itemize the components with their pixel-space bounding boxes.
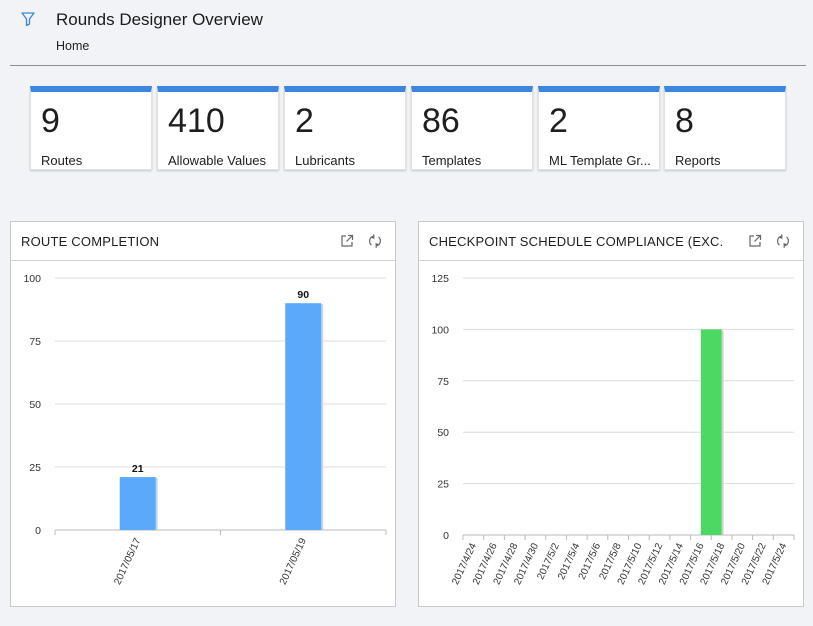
tile-templates[interactable]: 86 Templates bbox=[411, 86, 533, 170]
data-label: 21 bbox=[132, 463, 144, 475]
bar bbox=[119, 477, 156, 530]
checkpoint-compliance-chart: 02550751001252017/4/242017/4/262017/4/28… bbox=[431, 273, 795, 587]
bar bbox=[700, 329, 722, 535]
external-link-icon[interactable] bbox=[747, 233, 763, 249]
y-tick-label: 125 bbox=[431, 273, 449, 285]
y-tick-label: 75 bbox=[437, 376, 449, 388]
y-tick-label: 25 bbox=[437, 479, 449, 491]
card-header: ROUTE COMPLETION bbox=[11, 222, 395, 261]
tile-label: Templates bbox=[422, 153, 482, 168]
page-title: Rounds Designer Overview bbox=[56, 10, 263, 29]
card-header: CHECKPOINT SCHEDULE COMPLIANCE (EXC. bbox=[419, 222, 803, 261]
tile-reports[interactable]: 8 Reports bbox=[664, 86, 786, 170]
tile-value: 8 bbox=[675, 102, 694, 140]
tile-routes[interactable]: 9 Routes bbox=[30, 86, 152, 170]
tile-label: ML Template Gr... bbox=[549, 153, 651, 168]
y-tick-label: 0 bbox=[443, 530, 449, 542]
header-divider bbox=[10, 65, 806, 66]
tile-label: Routes bbox=[41, 153, 83, 168]
refresh-icon[interactable] bbox=[367, 233, 383, 249]
x-tick-label: 2017/05/19 bbox=[278, 536, 309, 586]
tile-value: 2 bbox=[295, 102, 314, 140]
y-tick-label: 25 bbox=[29, 462, 41, 474]
y-tick-label: 50 bbox=[437, 427, 449, 439]
card-title: CHECKPOINT SCHEDULE COMPLIANCE (EXC. bbox=[429, 234, 724, 249]
route-completion-card: ROUTE COMPLETION 0 25 50 75 100 2017/05/17 201… bbox=[10, 221, 396, 607]
route-completion-chart: 0 25 50 75 100 2017/05/17 2017/05/19 21 90 bbox=[23, 273, 387, 587]
tile-lubricants[interactable]: 2 Lubricants bbox=[284, 86, 406, 170]
bar bbox=[285, 303, 322, 530]
refresh-icon[interactable] bbox=[775, 233, 791, 249]
tile-value: 2 bbox=[549, 102, 568, 140]
filter-icon[interactable] bbox=[20, 11, 36, 27]
y-tick-label: 50 bbox=[29, 399, 41, 411]
page-header: Rounds Designer Overview Home bbox=[0, 0, 813, 66]
x-tick-label: 2017/05/17 bbox=[112, 536, 143, 586]
card-title: ROUTE COMPLETION bbox=[21, 234, 160, 249]
y-tick-label: 100 bbox=[23, 273, 41, 285]
breadcrumb-home[interactable]: Home bbox=[56, 39, 90, 53]
checkpoint-compliance-card: CHECKPOINT SCHEDULE COMPLIANCE (EXC. 0 25… bbox=[418, 221, 804, 607]
external-link-icon[interactable] bbox=[339, 233, 355, 249]
tile-ml-template-groups[interactable]: 2 ML Template Gr... bbox=[538, 86, 660, 170]
tile-label: Reports bbox=[675, 153, 721, 168]
tile-value: 9 bbox=[41, 102, 60, 140]
y-tick-label: 0 bbox=[35, 525, 41, 537]
tile-value: 410 bbox=[168, 102, 225, 140]
tile-label: Lubricants bbox=[295, 153, 355, 168]
tile-allowable-values[interactable]: 410 Allowable Values bbox=[157, 86, 279, 170]
y-tick-label: 75 bbox=[29, 336, 41, 348]
y-tick-label: 100 bbox=[431, 324, 449, 336]
data-label: 90 bbox=[297, 289, 309, 301]
tile-value: 86 bbox=[422, 102, 460, 140]
tile-label: Allowable Values bbox=[168, 153, 267, 168]
